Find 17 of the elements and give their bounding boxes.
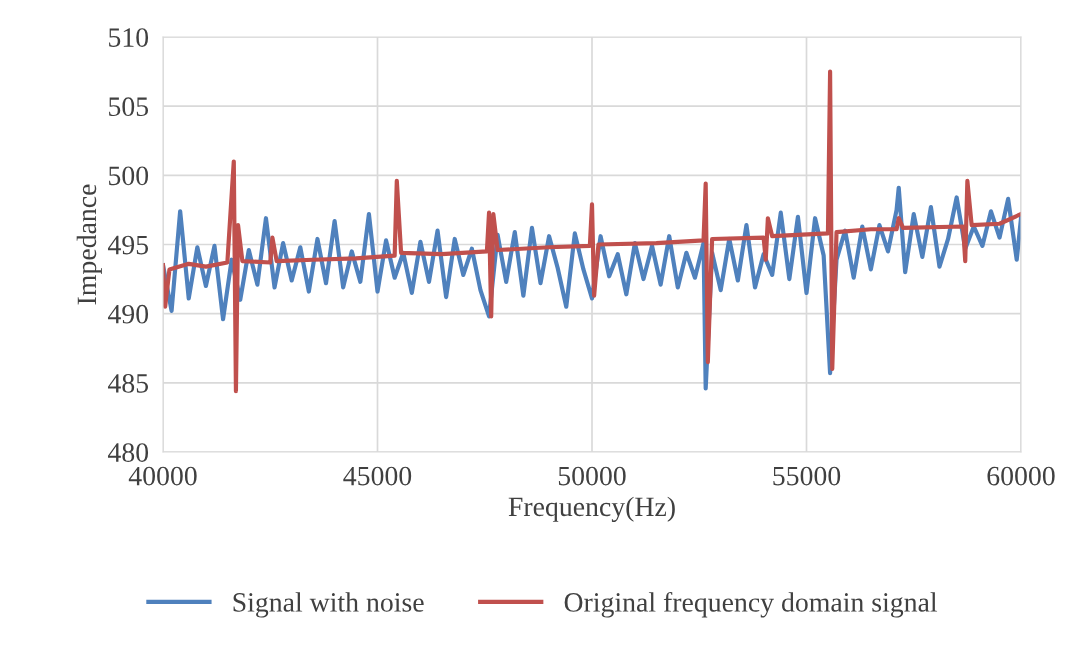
legend-label: Original frequency domain signal [564,591,938,618]
y-tick-label: 500 [109,166,149,186]
x-tick-label: 40000 [128,466,197,486]
x-tick-label: 50000 [558,466,626,486]
y-tick-label: 485 [107,374,149,393]
y-axis-title: Impedance [76,184,102,305]
x-tick-label: 55000 [773,466,841,486]
line-series [163,69,1021,394]
y-tick-label: 505 [109,97,149,117]
y-tick-label: 495 [107,235,149,255]
x-axis-title: Frequency(Hz) [508,496,675,522]
legend-label: Signal with noise [233,592,424,618]
x-tick-label: 45000 [343,466,412,486]
x-tick-label: 60000 [987,466,1055,486]
y-tick-label: 480 [107,443,149,462]
y-tick-label: 490 [107,304,149,324]
y-tick-label: 510 [109,28,149,47]
